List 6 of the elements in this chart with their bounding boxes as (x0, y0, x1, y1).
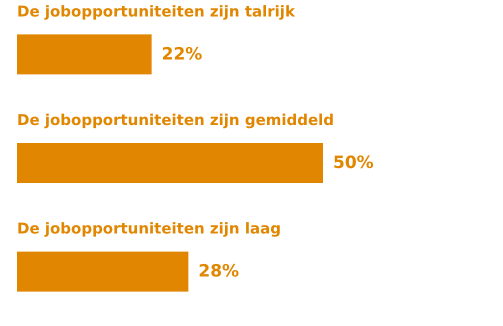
data-label: 22% (162, 44, 202, 64)
data-label: 28% (198, 262, 240, 282)
data-label: 50% (333, 153, 374, 173)
y-tick-label: De jobopportuniteiten zijn talrijk (17, 2, 296, 20)
y-tick-label: De jobopportuniteiten zijn gemiddeld (17, 111, 334, 129)
y-tick-label: De jobopportuniteiten zijn laag (17, 220, 281, 238)
